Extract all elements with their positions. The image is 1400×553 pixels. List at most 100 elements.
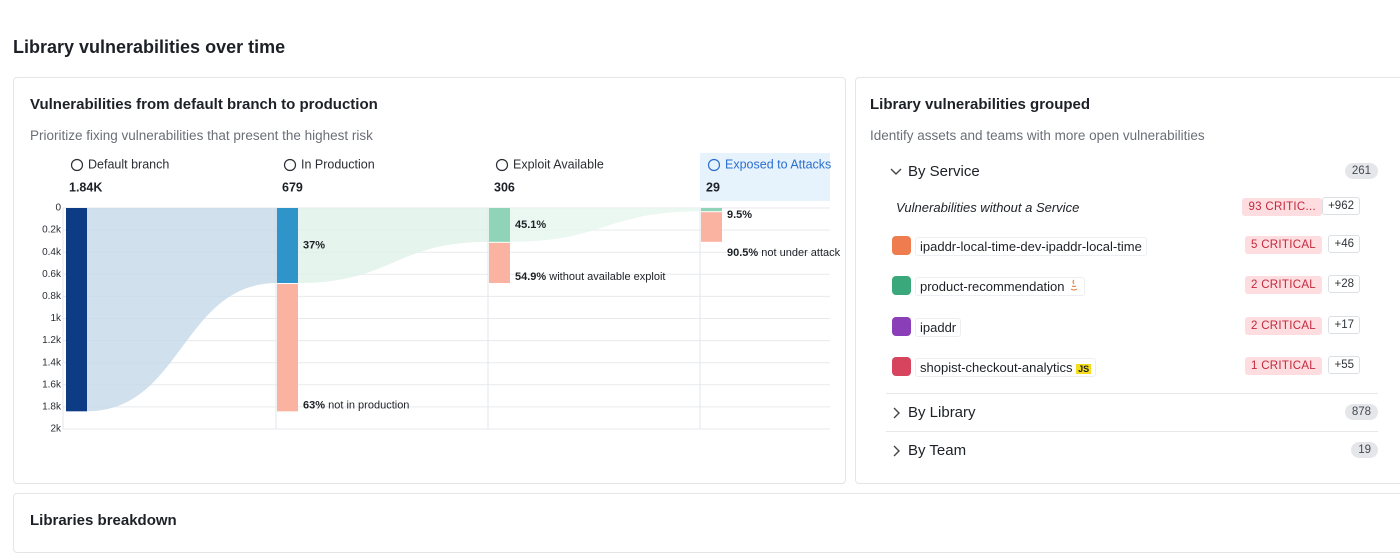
stage-value: 679 [282,180,303,194]
page-title: Library vulnerabilities over time [13,37,286,57]
group-name: By Team [908,442,967,459]
stage-icon [283,158,297,172]
critical-badge: 5 CRITICAL [1245,236,1322,254]
dropped-text: not under attack [761,247,840,259]
chevron-right [893,407,900,419]
dropped-bar [701,212,722,242]
stage-name: Exposed to Attacks [725,157,831,171]
y-tick-label: 0.8k [42,291,62,302]
dropped-bar [489,242,510,284]
panel-title: Library vulnerabilities grouped [870,96,1091,113]
dropped-text: without available exploit [548,271,665,283]
more-badge: +17 [1328,316,1360,334]
grouped-panel: Library vulnerabilities grouped Identify… [855,77,1400,484]
service-name: Vulnerabilities without a Service [896,200,1080,215]
y-tick-label: 1.8k [42,402,62,413]
dropped-label: 63% not in production [303,399,409,411]
dropped-text: not in production [328,399,409,411]
group-header[interactable]: By Service 261 [856,160,1378,184]
group-count: 261 [1344,163,1378,179]
service-name: shopist-checkout-analytics JS [915,358,1097,377]
stage-value: 306 [494,180,515,194]
panel-subtitle: Prioritize fixing vulnerabilities that p… [30,128,373,143]
more-badge: +962 [1322,197,1360,215]
stage-name: Default branch [88,157,169,171]
service-icon [892,236,911,255]
breakdown-panel: Libraries breakdown [13,493,1400,553]
group-list: By Service 261 Vulnerabilities without a… [856,160,1378,480]
dropped-bar [277,284,298,412]
critical-badge: 1 CRITICAL [1245,357,1322,375]
language-badge: JS [1076,364,1092,374]
stage-value: 29 [706,180,720,194]
funnel-chart: 0 0.2k 0.4k 0.6k 0.8k 1k 1.2k 1.4k 1.6k 1.8k 2k Def… [42,153,841,435]
y-tick-label: 0.2k [42,225,62,236]
chevron-right [893,445,900,457]
flow [87,208,277,412]
kept-label: 37% [303,239,325,251]
group-name: By Library [908,404,976,421]
y-tick-label: 0.4k [42,247,62,258]
panel-subtitle: Identify assets and teams with more open… [870,128,1205,143]
funnel-panel: Vulnerabilities from default branch to p… [13,77,846,484]
y-tick-label: 2k [50,424,62,435]
y-tick-label: 1.6k [42,379,62,390]
y-tick-label: 0.6k [42,269,62,280]
service-icon [892,317,911,336]
group-name: By Service [908,163,980,180]
more-badge: +55 [1328,356,1360,374]
stage-icon [495,158,509,172]
dropped-pct: 54.9% [515,271,546,283]
critical-badge: 93 CRITIC... [1242,198,1322,216]
stage-highlight [700,153,830,201]
service-icon [892,357,911,376]
service-row[interactable]: ipaddr 2 CRITICAL +17 [892,314,1378,340]
chevron-down [890,168,902,175]
bar [277,208,298,284]
service-row[interactable]: ipaddr-local-time-dev-ipaddr-local-time … [892,233,1378,259]
service-row[interactable]: Vulnerabilities without a Service 93 CRI… [892,195,1378,221]
more-badge: +28 [1328,275,1360,293]
service-name: ipaddr-local-time-dev-ipaddr-local-time [915,237,1147,256]
group-header[interactable]: By Team 19 [856,439,1378,463]
stage-icon [70,158,84,172]
group-count: 19 [1351,442,1378,458]
panel-title: Libraries breakdown [30,512,177,529]
group-count: 878 [1344,404,1378,420]
critical-badge: 2 CRITICAL [1245,276,1322,294]
service-label: shopist-checkout-analytics [920,360,1073,375]
y-tick-label: 1k [50,313,62,324]
bar [489,208,510,242]
kept-label: 9.5% [727,209,752,221]
stage-name: In Production [301,157,375,171]
dropped-label: 54.9% without available exploit [515,271,665,283]
more-badge: +46 [1328,235,1360,253]
dropped-label: 90.5% not under attack [727,247,841,259]
stage-icon [707,158,721,172]
service-name: ipaddr [915,318,962,337]
service-icon [892,276,911,295]
flow [298,208,489,284]
y-tick-label: 0 [55,203,61,214]
flow [510,208,701,242]
separator [886,431,1378,432]
service-label: product-recommendation [920,279,1065,294]
service-name: product-recommendation [915,277,1086,296]
stage-value: 1.84K [69,180,102,194]
service-row[interactable]: shopist-checkout-analytics JS 1 CRITICAL… [892,354,1378,380]
separator [886,393,1378,394]
critical-badge: 2 CRITICAL [1245,317,1322,335]
dropped-pct: 63% [303,399,325,411]
java-icon [1070,279,1078,291]
y-tick-label: 1.4k [42,357,62,368]
page: Library vulnerabilities over time Vulner… [13,37,1400,553]
panel-title: Vulnerabilities from default branch to p… [30,96,378,113]
bar [66,208,87,412]
kept-label: 45.1% [515,219,546,231]
y-tick-label: 1.2k [42,335,62,346]
dropped-pct: 90.5% [727,247,758,259]
group-header[interactable]: By Library 878 [856,401,1378,425]
bar [701,208,722,212]
service-row[interactable]: product-recommendation 2 CRITICAL +28 [892,273,1378,299]
stage-name: Exploit Available [513,157,604,171]
